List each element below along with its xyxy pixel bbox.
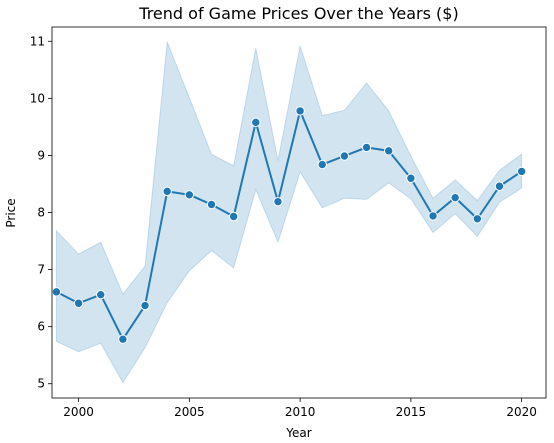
data-point	[162, 186, 172, 197]
plot-area: 2000 2005 2010 2015 2020 5 6 7 8 9 10 11	[30, 26, 547, 419]
data-point	[184, 190, 195, 200]
data-point	[118, 334, 128, 344]
data-point	[494, 181, 505, 191]
x-tick-label: 2005	[174, 405, 205, 419]
data-point	[428, 211, 438, 221]
data-point	[206, 199, 217, 210]
y-tick-label: 10	[30, 91, 45, 105]
data-point	[361, 142, 372, 153]
x-tick-label: 2015	[396, 405, 427, 419]
data-point	[96, 289, 106, 300]
data-point	[273, 196, 283, 207]
y-axis-label: Price	[4, 198, 18, 227]
data-point	[51, 287, 62, 297]
y-tick-label: 6	[37, 320, 45, 334]
data-point	[384, 146, 394, 156]
data-point	[406, 173, 416, 183]
confidence-band	[55, 41, 523, 384]
data-point	[251, 117, 261, 128]
y-tick-label: 7	[37, 263, 45, 277]
x-tick-label: 2000	[63, 405, 94, 419]
x-tick-label: 2010	[285, 405, 316, 419]
x-tick-label: 2020	[506, 405, 537, 419]
data-point	[472, 214, 483, 224]
data-point	[450, 192, 460, 203]
data-point	[516, 166, 527, 177]
data-point	[140, 300, 150, 311]
data-point	[295, 106, 305, 116]
y-tick-label: 9	[37, 148, 45, 162]
y-tick-label: 5	[37, 377, 45, 391]
data-point	[73, 298, 84, 308]
data-point	[339, 151, 350, 161]
data-point	[317, 159, 327, 170]
y-tick-label: 11	[30, 34, 45, 48]
chart-title: Trend of Game Prices Over the Years ($)	[138, 4, 458, 23]
data-point	[228, 211, 239, 222]
y-tick-label: 8	[37, 206, 45, 220]
x-axis-label: Year	[285, 426, 311, 440]
price-line	[55, 109, 523, 341]
